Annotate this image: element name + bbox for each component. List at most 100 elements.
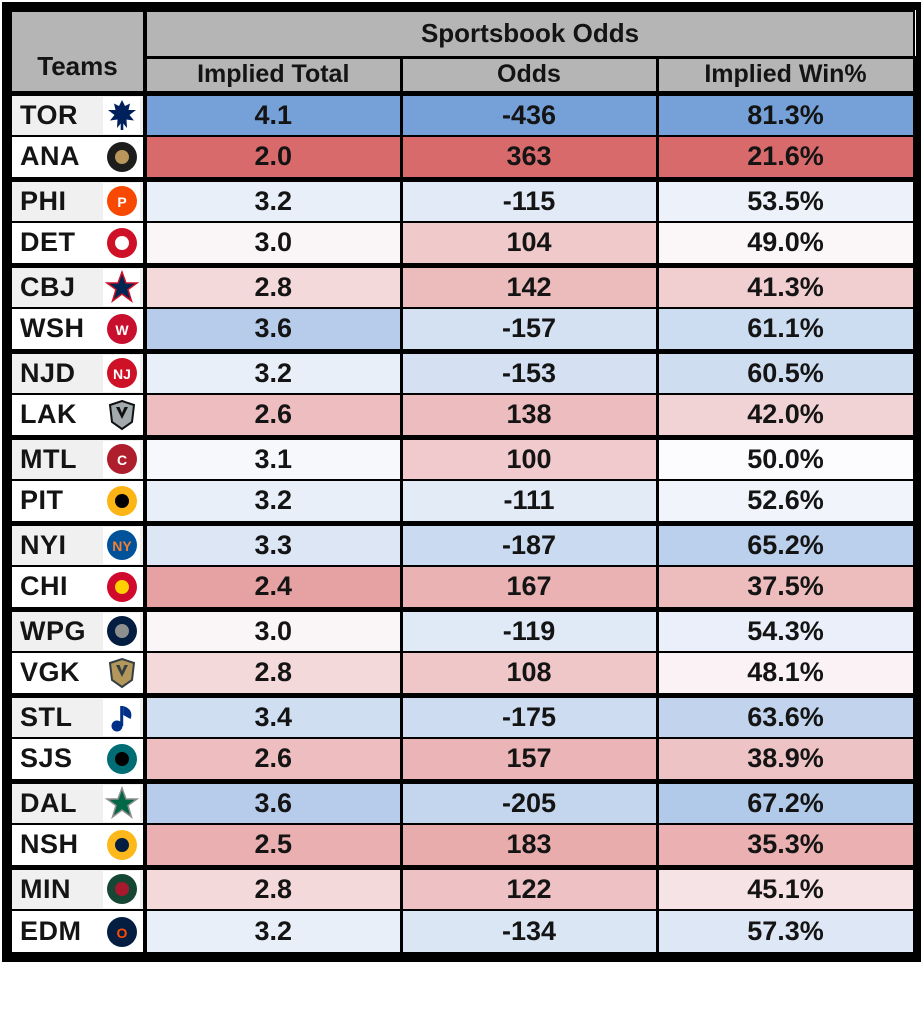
team-row-mtl: MTL C 3.1 100 50.0% (10, 434, 916, 481)
cell-implied-win: 35.3% (655, 823, 916, 868)
team-abbr: MTL (20, 443, 77, 474)
team-cell-njd: NJD NJ (10, 348, 147, 395)
implied-total-column-header: Implied Total (143, 56, 403, 96)
logo-blue-note-icon (103, 700, 140, 736)
cell-implied-win: 60.5% (655, 348, 916, 395)
cell-odds: -134 (399, 909, 659, 954)
cell-odds: -115 (399, 176, 659, 223)
team-cell-det: DET (10, 221, 147, 266)
logo-knights-helmet-icon (103, 654, 140, 692)
logo-maple-leaf-icon (103, 98, 140, 134)
header-columns-row: Implied Total Odds Implied Win% (11, 56, 916, 96)
team-cell-min: MIN (10, 864, 147, 911)
team-abbr: PIT (20, 485, 64, 516)
cell-implied-total: 2.0 (143, 135, 403, 180)
implied-win-column-header: Implied Win% (655, 56, 916, 96)
cell-implied-total: 3.2 (143, 176, 403, 223)
team-row-nyi: NYI NY 3.3 -187 65.2% (10, 520, 916, 567)
cell-odds: -175 (399, 692, 659, 739)
cell-implied-win: 52.6% (655, 479, 916, 524)
cell-implied-win: 57.3% (655, 909, 916, 954)
team-abbr: ANA (20, 141, 80, 172)
logo-jets-roundel-icon (103, 614, 140, 650)
team-cell-mtl: MTL C (10, 434, 147, 481)
team-abbr: DET (20, 227, 76, 258)
team-row-dal: DAL 3.6 -205 67.2% (10, 778, 916, 825)
cell-implied-win: 38.9% (655, 737, 916, 782)
logo-devils-nj-icon: NJ (103, 356, 140, 392)
team-cell-sjs: SJS (10, 737, 147, 782)
team-abbr: CBJ (20, 271, 76, 302)
cell-odds: -436 (399, 90, 659, 137)
logo-shark-fin-icon (103, 740, 140, 778)
logo-union-star-icon (103, 270, 140, 306)
cell-odds: 167 (399, 565, 659, 610)
cell-odds: 100 (399, 434, 659, 481)
team-row-njd: NJD NJ 3.2 -153 60.5% (10, 348, 916, 395)
team-row-vgk: VGK 2.8 108 48.1% (10, 651, 916, 696)
svg-text:P: P (117, 194, 126, 210)
cell-odds: 157 (399, 737, 659, 782)
svg-text:C: C (116, 452, 126, 468)
table-header: Teams Sportsbook Odds Implied Total Odds… (10, 10, 916, 96)
cell-odds: 122 (399, 864, 659, 911)
cell-odds: -187 (399, 520, 659, 567)
svg-text:W: W (115, 322, 129, 338)
cell-odds: 142 (399, 262, 659, 309)
team-abbr: PHI (20, 185, 67, 216)
cell-implied-total: 3.3 (143, 520, 403, 567)
team-row-nsh: NSH 2.5 183 35.3% (10, 823, 916, 868)
team-row-wpg: WPG 3.0 -119 54.3% (10, 606, 916, 653)
cell-implied-win: 65.2% (655, 520, 916, 567)
team-cell-vgk: VGK (10, 651, 147, 696)
svg-text:NJ: NJ (113, 366, 131, 382)
cell-implied-total: 3.2 (143, 909, 403, 954)
cell-implied-total: 3.1 (143, 434, 403, 481)
cell-implied-win: 53.5% (655, 176, 916, 223)
odds-table-frame: Teams Sportsbook Odds Implied Total Odds… (2, 2, 921, 962)
cell-implied-total: 3.6 (143, 778, 403, 825)
cell-odds: -157 (399, 307, 659, 352)
team-row-lak: LAK 2.6 138 42.0% (10, 393, 916, 438)
logo-flyers-p-icon: P (103, 184, 140, 220)
team-abbr: WPG (20, 615, 86, 646)
logo-blackhawks-head-icon (103, 568, 140, 606)
team-abbr: VGK (20, 657, 81, 688)
cell-implied-win: 48.1% (655, 651, 916, 696)
cell-implied-win: 21.6% (655, 135, 916, 180)
logo-winged-wheel-icon (103, 224, 140, 262)
team-cell-nyi: NYI NY (10, 520, 147, 567)
cell-odds: 108 (399, 651, 659, 696)
cell-implied-total: 2.8 (143, 864, 403, 911)
cell-implied-win: 54.3% (655, 606, 916, 653)
cell-implied-win: 49.0% (655, 221, 916, 266)
logo-oilers-roundel-icon: O (103, 913, 140, 950)
team-abbr: NJD (20, 357, 76, 388)
team-row-ana: ANA 2.0 363 21.6% (10, 135, 916, 180)
logo-skating-penguin-icon (103, 482, 140, 520)
team-row-cbj: CBJ 2.8 142 41.3% (10, 262, 916, 309)
team-cell-lak: LAK (10, 393, 147, 438)
cell-implied-win: 63.6% (655, 692, 916, 739)
cell-odds: 183 (399, 823, 659, 868)
odds-column-header: Odds (399, 56, 659, 96)
cell-odds: 363 (399, 135, 659, 180)
cell-implied-total: 3.0 (143, 606, 403, 653)
team-abbr: NYI (20, 529, 67, 560)
cell-implied-total: 2.4 (143, 565, 403, 610)
cell-implied-win: 50.0% (655, 434, 916, 481)
team-row-pit: PIT 3.2 -111 52.6% (10, 479, 916, 524)
logo-predators-sabertooth-icon (103, 826, 140, 864)
cell-implied-win: 45.1% (655, 864, 916, 911)
logo-canadiens-ch-icon: C (103, 442, 140, 478)
team-cell-nsh: NSH (10, 823, 147, 868)
logo-stars-star-icon (103, 786, 140, 822)
team-cell-pit: PIT (10, 479, 147, 524)
team-row-det: DET 3.0 104 49.0% (10, 221, 916, 266)
sportsbook-odds-table: Teams Sportsbook Odds Implied Total Odds… (10, 10, 916, 954)
cell-implied-total: 3.6 (143, 307, 403, 352)
team-abbr: CHI (20, 571, 68, 602)
sportsbook-odds-group-header: Sportsbook Odds (144, 10, 915, 59)
team-row-edm: EDM O 3.2 -134 57.3% (10, 909, 916, 954)
cell-odds: -205 (399, 778, 659, 825)
